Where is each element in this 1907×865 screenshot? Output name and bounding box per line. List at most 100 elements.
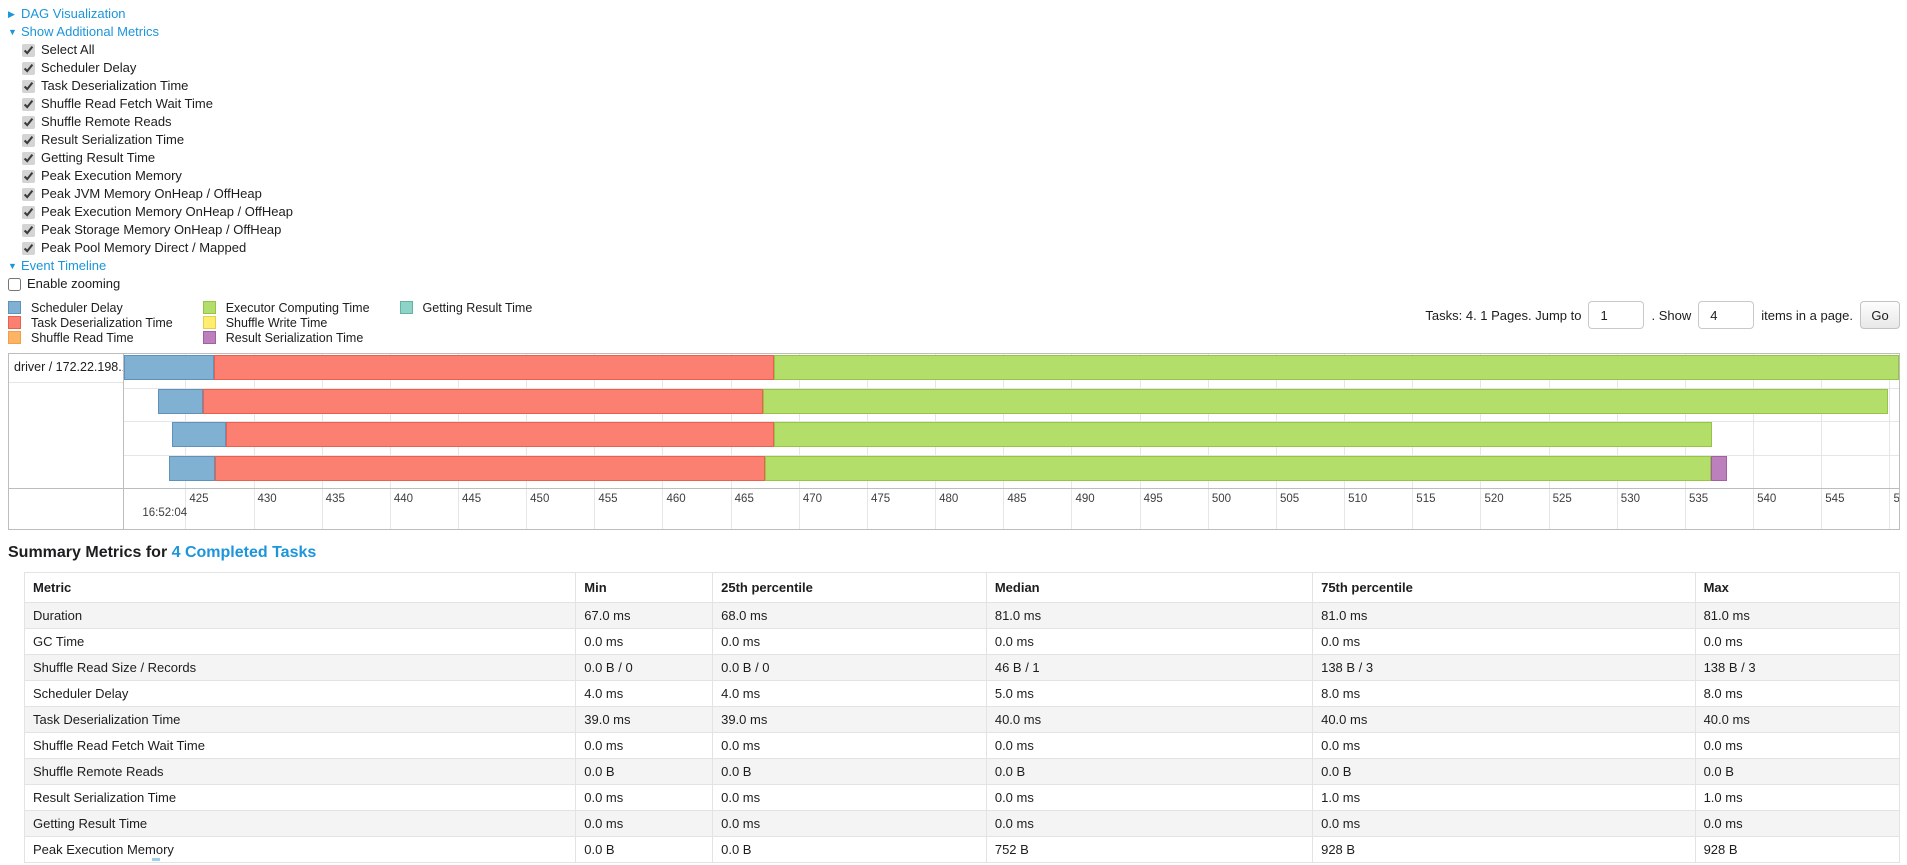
col-header-metric: Metric — [23, 572, 577, 603]
axis-time-label: 16:52:04 — [142, 507, 188, 519]
enable-zooming-checkbox[interactable] — [8, 277, 21, 291]
axis-tick-label: 435 — [325, 493, 345, 505]
metric-checkbox[interactable] — [22, 223, 35, 237]
enable-zooming-row: Enable zooming — [8, 275, 1907, 293]
task-bar-segment-scheduler-delay[interactable] — [124, 355, 214, 380]
metric-value-cell: 5.0 ms — [985, 680, 1314, 707]
legend-item: Scheduler Delay — [8, 300, 173, 315]
axis-tick-label: 470 — [802, 493, 822, 505]
table-row: Shuffle Read Size / Records 0.0 B / 0 0.0 … — [23, 654, 1901, 681]
axis-tick-label: 515 — [1416, 493, 1436, 505]
legend-swatch-icon — [8, 316, 21, 329]
axis-tick-label: 535 — [1688, 493, 1709, 505]
metric-name-cell: Task Deserialization Time — [23, 706, 577, 733]
axis-tick-label: 485 — [1007, 493, 1027, 505]
metric-checkbox-row: Shuffle Read Fetch Wait Time — [22, 95, 1907, 113]
metric-value-cell: 0.0 B — [1312, 758, 1696, 785]
table-row: Getting Result Time 0.0 ms 0.0 ms 0.0 ms 0.0… — [23, 810, 1901, 837]
completed-tasks-link[interactable]: 4 Completed Tasks — [171, 544, 317, 561]
metric-checkbox[interactable] — [22, 97, 35, 111]
task-bar-segment-task-deserialization[interactable] — [215, 455, 765, 481]
task-bar-segment-executor-computing[interactable] — [774, 422, 1713, 447]
task-bar-segment-task-deserialization[interactable] — [213, 355, 775, 380]
metric-value-cell: 0.0 ms — [1694, 810, 1901, 837]
metric-value-cell: 928 B — [1312, 836, 1696, 863]
task-bar-segment-scheduler-delay[interactable] — [171, 422, 227, 447]
chevron-down-icon: ▼ — [8, 27, 17, 37]
col-header-min: Min — [575, 572, 714, 603]
legend-swatch-icon — [8, 301, 21, 314]
metric-value-cell: 0.0 B / 0 — [575, 654, 714, 681]
col-header-max: Max — [1694, 572, 1901, 603]
axis-tick-label: 495 — [1143, 493, 1163, 505]
task-bar-segment-executor-computing[interactable] — [764, 455, 1711, 481]
metric-checkbox[interactable] — [22, 43, 35, 57]
metric-value-cell: 0.0 B — [575, 758, 714, 785]
metric-checkbox[interactable] — [22, 133, 35, 147]
task-bar-segment-result-serialization[interactable] — [1710, 455, 1728, 481]
metric-checkbox[interactable] — [22, 61, 35, 75]
executor-group-label: driver / 172.22.198.104 — [9, 354, 123, 383]
legend-label: Task Deserialization Time — [31, 315, 173, 330]
lane-separator — [124, 421, 1899, 422]
metric-checkbox-row: Peak JVM Memory OnHeap / OffHeap — [22, 185, 1907, 203]
axis-tick-label: 460 — [666, 493, 686, 505]
metric-checkbox-row: Task Deserialization Time — [22, 77, 1907, 95]
legend-item: Task Deserialization Time — [8, 315, 173, 330]
metric-checkbox[interactable] — [22, 115, 35, 129]
metric-value-cell: 0.0 ms — [575, 732, 714, 759]
metric-value-cell: 4.0 ms — [575, 680, 714, 707]
go-button[interactable]: Go — [1860, 301, 1900, 329]
dag-visualization-toggle[interactable]: ▶ DAG Visualization — [8, 5, 1907, 23]
metric-checkbox-label: Scheduler Delay — [41, 60, 137, 75]
axis-tick-label: 510 — [1348, 493, 1368, 505]
table-row: Task Deserialization Time 39.0 ms 39.0 ms 4… — [23, 706, 1901, 733]
task-bar-segment-task-deserialization[interactable] — [226, 422, 775, 447]
metric-value-cell: 81.0 ms — [985, 602, 1314, 629]
summary-table-wrap: Metric Min 25th percentile Median 75th p… — [23, 572, 1901, 863]
legend-item: Getting Result Time — [399, 300, 532, 315]
metric-value-cell: 40.0 ms — [985, 706, 1314, 733]
task-bar-segment-executor-computing[interactable] — [774, 355, 1899, 380]
show-additional-metrics-label: Show Additional Metrics — [21, 24, 160, 39]
items-per-page-input[interactable] — [1698, 301, 1755, 329]
tasks-count-text: Tasks: 4. 1 Pages. Jump to — [1425, 307, 1582, 323]
legend-item: Executor Computing Time — [202, 300, 370, 315]
metric-checkbox-label: Peak Storage Memory OnHeap / OffHeap — [41, 222, 282, 237]
metric-checkbox-label: Select All — [41, 42, 95, 57]
metric-value-cell: 0.0 B / 0 — [712, 654, 987, 681]
task-bar-segment-scheduler-delay[interactable] — [168, 455, 216, 481]
axis-tick-label: 445 — [462, 493, 482, 505]
event-timeline-toggle[interactable]: ▼ Event Timeline — [8, 257, 1907, 275]
metric-value-cell: 138 B / 3 — [1312, 654, 1696, 681]
metric-checkbox[interactable] — [22, 187, 35, 201]
metric-checkbox-label: Task Deserialization Time — [41, 78, 189, 93]
metric-value-cell: 0.0 ms — [712, 810, 987, 837]
timeline-gridline — [1889, 354, 1891, 529]
task-bar-segment-executor-computing[interactable] — [763, 388, 1889, 414]
legend-swatch-icon — [202, 301, 216, 314]
legend-swatch-icon — [202, 316, 216, 329]
metric-checkbox[interactable] — [22, 169, 35, 183]
metric-value-cell: 40.0 ms — [1694, 706, 1901, 733]
metric-checkbox[interactable] — [22, 205, 35, 219]
jump-to-page-input[interactable] — [1588, 301, 1645, 329]
metric-value-cell: 8.0 ms — [1312, 680, 1696, 707]
legend-label: Result Serialization Time — [225, 330, 364, 345]
legend-item: Result Serialization Time — [202, 330, 370, 345]
timeline-gridline — [1753, 354, 1755, 529]
task-bar-segment-scheduler-delay[interactable] — [158, 388, 204, 414]
metric-checkbox[interactable] — [22, 241, 35, 255]
task-bar-segment-task-deserialization[interactable] — [203, 388, 764, 414]
table-row: Shuffle Remote Reads 0.0 B 0.0 B 0.0 B 0.0 B… — [23, 758, 1901, 785]
axis-tick-label: 490 — [1075, 493, 1095, 505]
metric-checkbox[interactable] — [22, 79, 35, 93]
metric-checkbox-label: Shuffle Read Fetch Wait Time — [41, 96, 213, 111]
table-row: Result Serialization Time 0.0 ms 0.0 ms 0.0… — [23, 784, 1901, 811]
metric-checkbox[interactable] — [22, 151, 35, 165]
show-additional-metrics-toggle[interactable]: ▼ Show Additional Metrics — [8, 23, 1907, 41]
col-header-median: Median — [985, 572, 1314, 603]
metric-value-cell: 0.0 B — [1694, 758, 1901, 785]
event-timeline-label: Event Timeline — [21, 258, 107, 273]
